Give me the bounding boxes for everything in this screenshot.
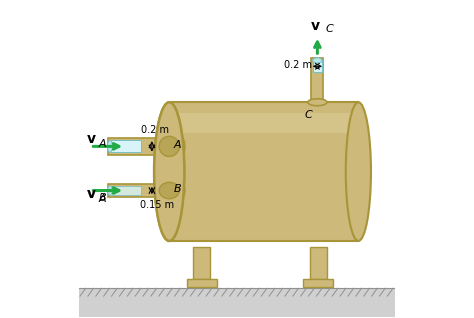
Ellipse shape: [159, 136, 179, 156]
Bar: [187, 279, 217, 287]
Bar: [303, 279, 333, 287]
Bar: [313, 60, 322, 72]
Text: $A$: $A$: [98, 192, 107, 204]
Ellipse shape: [313, 58, 322, 63]
Ellipse shape: [154, 102, 184, 241]
Ellipse shape: [159, 182, 179, 199]
Text: C: C: [305, 110, 312, 120]
Bar: [108, 184, 182, 197]
Text: $\mathbf{v}$: $\mathbf{v}$: [86, 187, 97, 201]
Text: 0.2 m: 0.2 m: [141, 125, 169, 135]
Text: $A$: $A$: [98, 137, 107, 149]
Text: A: A: [173, 140, 181, 150]
Text: $C$: $C$: [325, 22, 335, 34]
Ellipse shape: [179, 138, 185, 155]
Bar: [79, 288, 395, 317]
Bar: [310, 247, 327, 279]
Ellipse shape: [108, 186, 112, 195]
Ellipse shape: [154, 102, 184, 241]
Bar: [109, 141, 141, 152]
Text: 0.15 m: 0.15 m: [139, 200, 173, 210]
Bar: [169, 113, 358, 134]
Ellipse shape: [179, 184, 185, 197]
Bar: [108, 138, 182, 155]
Text: $\mathbf{v}$: $\mathbf{v}$: [86, 132, 97, 146]
Text: $\mathbf{v}$: $\mathbf{v}$: [86, 187, 97, 201]
Bar: [169, 102, 358, 241]
Text: B: B: [173, 184, 181, 194]
Text: $\mathbf{v}$: $\mathbf{v}$: [86, 187, 97, 201]
Ellipse shape: [308, 99, 327, 106]
Bar: [311, 58, 323, 102]
Ellipse shape: [108, 141, 112, 152]
Bar: [193, 247, 210, 279]
Bar: [109, 186, 141, 195]
Text: $B$: $B$: [98, 191, 107, 204]
Text: 0.2 m: 0.2 m: [284, 60, 312, 70]
Ellipse shape: [346, 102, 371, 241]
Text: $\mathbf{v}$: $\mathbf{v}$: [310, 18, 321, 33]
